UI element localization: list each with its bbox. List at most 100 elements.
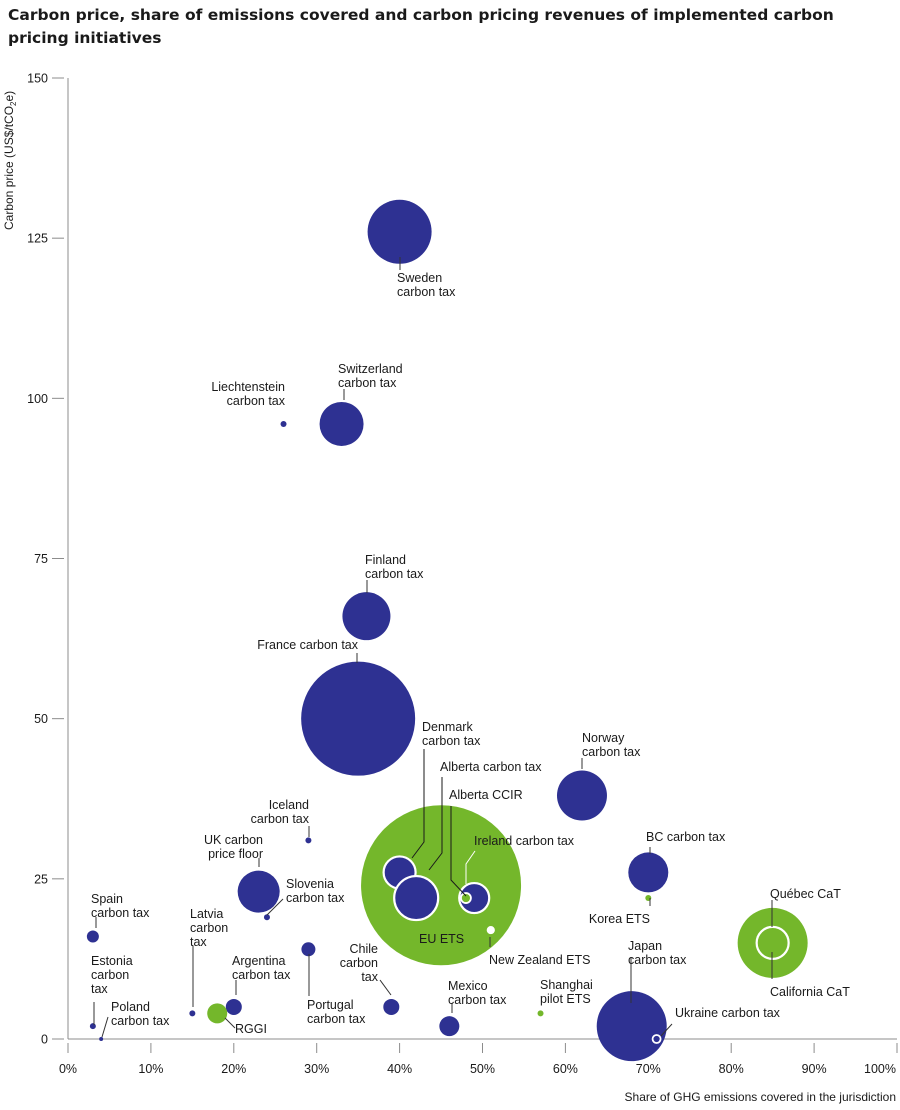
y-tick-label: 75	[34, 552, 48, 566]
leader-poland	[101, 1016, 109, 1038]
label-norway: Norway carbon tax	[582, 731, 641, 759]
label-chile: Chile carbon tax	[340, 942, 379, 984]
y-axis-title: Carbon price (US$/tCO2e)	[2, 91, 18, 230]
label-line: Alberta carbon tax	[440, 760, 542, 774]
bubble-uk	[237, 870, 280, 913]
label-line: Latvia	[190, 907, 223, 921]
x-tick-label: 70%	[636, 1062, 661, 1076]
label-ireland: Ireland carbon tax	[474, 834, 575, 848]
label-line: Ukraine carbon tax	[675, 1006, 781, 1020]
label-line: RGGI	[235, 1022, 267, 1036]
label-ukraine: Ukraine carbon tax	[675, 1006, 781, 1020]
label-line: carbon tax	[307, 1012, 366, 1026]
label-korea: Korea ETS	[589, 912, 650, 926]
bubbles	[86, 199, 808, 1062]
chart-title: Carbon price, share of emissions covered…	[8, 6, 834, 47]
label-line: tax	[91, 982, 108, 996]
bubble-switzerland	[319, 401, 364, 446]
bubble-poland	[99, 1037, 104, 1041]
leader-slovenia	[266, 898, 284, 916]
x-tick-label: 100%	[864, 1062, 896, 1076]
x-tick-label: 60%	[553, 1062, 578, 1076]
label-line: carbon tax	[628, 953, 687, 967]
label-line: carbon tax	[111, 1014, 170, 1028]
x-tick-label: 20%	[221, 1062, 246, 1076]
label-line: Argentina	[232, 954, 286, 968]
label-line: price floor	[208, 847, 263, 861]
label-line: Japan	[628, 939, 662, 953]
bubble-iceland	[305, 837, 312, 844]
label-line: Denmark	[422, 720, 473, 734]
label-france: France carbon tax	[257, 638, 358, 652]
label-line: Shanghai	[540, 978, 593, 992]
bubble-estonia	[89, 1023, 96, 1030]
label-slovenia: Slovenia carbon tax	[286, 877, 345, 905]
bubble-spain	[86, 930, 99, 943]
label-line: France carbon tax	[257, 638, 358, 652]
label-line: carbon tax	[286, 891, 345, 905]
label-sweden: Sweden carbon tax	[397, 271, 456, 299]
label-quebec: Québec CaT	[770, 887, 841, 901]
label-line: carbon tax	[448, 993, 507, 1007]
x-tick-label: 30%	[304, 1062, 329, 1076]
label-nz-ets: New Zealand ETS	[489, 953, 590, 967]
label-argentina: Argentina carbon tax	[232, 954, 291, 982]
label-switzerland: Switzerland carbon tax	[338, 362, 403, 390]
leader-ireland	[465, 850, 476, 884]
x-tick-label: 80%	[719, 1062, 744, 1076]
label-estonia: Estonia carbon tax	[91, 954, 133, 996]
bubble-france	[301, 661, 416, 776]
label-uk: UK carbon price floor	[204, 833, 263, 861]
y-axis-title-subscript: 2	[9, 101, 18, 106]
label-line: Norway	[582, 731, 625, 745]
label-line: Spain	[91, 892, 123, 906]
bubble-sweden	[367, 199, 432, 264]
bubble-chile	[383, 998, 400, 1015]
label-denmark: Denmark carbon tax	[422, 720, 481, 748]
label-line: carbon	[340, 956, 378, 970]
y-tick-label: 100	[27, 392, 48, 406]
x-axis-title: Share of GHG emissions covered in the ju…	[625, 1090, 896, 1104]
label-poland: Poland carbon tax	[111, 1000, 170, 1028]
label-line: UK carbon	[204, 833, 263, 847]
label-line: pilot ETS	[540, 992, 591, 1006]
label-line: Finland	[365, 553, 406, 567]
label-line: carbon tax	[232, 968, 291, 982]
label-line: carbon tax	[397, 285, 456, 299]
bubble-portugal	[301, 942, 316, 957]
label-line: Ireland carbon tax	[474, 834, 575, 848]
label-finland: Finland carbon tax	[365, 553, 424, 581]
label-iceland: Iceland carbon tax	[251, 798, 310, 826]
y-axis-title-unit: e)	[2, 91, 16, 102]
label-line: carbon tax	[582, 745, 641, 759]
label-line: Chile	[350, 942, 379, 956]
bubble-eu-ets	[361, 805, 522, 966]
bubble-rggi	[207, 1003, 228, 1024]
label-line: Mexico	[448, 979, 488, 993]
axes: 0 25 50 75 100 125 150 0% 10% 20% 30% 40% 50% 60% 70% 8…	[27, 72, 898, 1076]
bubble-shanghai	[537, 1010, 544, 1017]
bubble-japan	[596, 991, 667, 1062]
leader-alberta-tax	[428, 777, 443, 871]
leader-rggi	[224, 1017, 236, 1029]
bubble-finland	[342, 592, 391, 641]
bubble-alberta-ccir	[460, 892, 472, 904]
bubble-bc	[628, 852, 669, 893]
leader-ukraine	[660, 1023, 673, 1037]
bubble-ireland	[458, 881, 491, 915]
label-latvia: Latvia carbon tax	[190, 907, 228, 949]
label-line: carbon tax	[365, 567, 424, 581]
label-line: Alberta CCIR	[449, 788, 523, 802]
label-alberta-ccir: Alberta CCIR	[449, 788, 523, 802]
label-rggi: RGGI	[235, 1022, 267, 1036]
label-line: carbon	[91, 968, 129, 982]
bubble-ukraine	[651, 1034, 662, 1044]
label-liechtenstein: Liechtenstein carbon tax	[211, 380, 285, 408]
label-line: New Zealand ETS	[489, 953, 590, 967]
bubble-nz-ets	[484, 924, 497, 936]
bubble-quebec	[755, 925, 790, 961]
label-line: Estonia	[91, 954, 133, 968]
label-california: California CaT	[770, 985, 850, 999]
